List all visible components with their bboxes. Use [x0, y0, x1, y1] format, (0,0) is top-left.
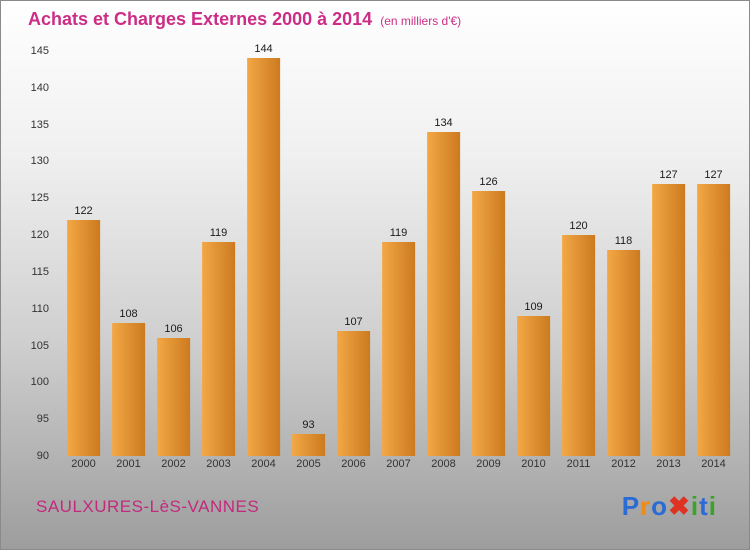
- y-tick-label: 110: [31, 302, 49, 315]
- bar-slot: 107: [331, 51, 376, 456]
- bar-value-label: 144: [254, 43, 273, 56]
- bar-value-label: 126: [479, 175, 498, 188]
- logo-letter: o: [651, 491, 669, 521]
- bar-value-label: 108: [119, 308, 138, 321]
- bar: [381, 242, 416, 456]
- bar-slot: 134: [421, 51, 466, 456]
- y-tick-label: 105: [30, 339, 49, 352]
- y-tick-label: 125: [30, 192, 49, 205]
- bar-slot: 126: [466, 51, 511, 456]
- logo-letter: i: [708, 491, 717, 521]
- y-tick-label: 95: [36, 413, 49, 426]
- x-tick-label: 2000: [71, 458, 96, 470]
- footer: SAULXURES-LèS-VANNES Pro✖iti: [1, 491, 749, 522]
- bar-value-label: 120: [569, 220, 588, 233]
- bar: [111, 323, 146, 456]
- bar-value-label: 118: [614, 234, 633, 247]
- y-tick-label: 100: [30, 376, 49, 389]
- y-tick-label: 140: [30, 81, 49, 94]
- bar: [606, 249, 641, 456]
- x-tick-label: 2014: [701, 458, 726, 470]
- x-tick-label: 2002: [161, 458, 186, 470]
- x-tick-label: 2008: [431, 458, 456, 470]
- logo-letter: r: [640, 491, 652, 521]
- bar: [651, 183, 686, 456]
- bar: [696, 183, 731, 456]
- bar: [291, 433, 326, 456]
- plot-area: 122 108 106 119 144 93 107 119 134 126 109 120 118 12…: [61, 43, 736, 456]
- bar: [426, 132, 461, 456]
- bar-value-label: 122: [74, 205, 93, 218]
- bar-slot: 106: [151, 51, 196, 456]
- bar-slot: 93: [286, 51, 331, 456]
- bar-slot: 109: [511, 51, 556, 456]
- commune-name: SAULXURES-LèS-VANNES: [36, 496, 260, 516]
- y-tick-label: 145: [30, 45, 49, 57]
- logo-letter: ✖: [668, 491, 691, 521]
- bar: [336, 330, 371, 456]
- bar: [471, 190, 506, 456]
- bar-slot: 118: [601, 51, 646, 456]
- y-tick-label: 90: [36, 450, 49, 462]
- logo-letter: i: [690, 491, 700, 521]
- x-tick-label: 2010: [521, 458, 546, 470]
- bar: [66, 220, 101, 456]
- x-tick-label: 2003: [206, 458, 231, 470]
- y-tick-label: 130: [30, 155, 49, 168]
- bar: [561, 235, 596, 456]
- x-tick-label: 2005: [296, 458, 321, 470]
- bar-value-label: 134: [434, 117, 453, 129]
- bar-slot: 119: [376, 51, 421, 456]
- bar-slot: 127: [691, 51, 736, 456]
- logo-letter: t: [699, 491, 709, 521]
- bar-value-label: 127: [704, 168, 723, 181]
- x-tick-label: 2004: [251, 458, 276, 470]
- bar-value-label: 106: [164, 323, 183, 336]
- x-tick-label: 2013: [656, 458, 681, 470]
- bar-slot: 108: [106, 51, 151, 456]
- bar-slot: 122: [61, 51, 106, 456]
- bar-slot: 127: [646, 51, 691, 456]
- bar: [156, 338, 191, 456]
- bar-value-label: 119: [389, 227, 408, 240]
- chart-subtitle: (en milliers d'€): [380, 14, 462, 28]
- y-tick-label: 135: [30, 118, 49, 131]
- x-axis-labels: 2000 2001 2002 2003 2004 2005 2006 2007 2008 2009…: [61, 458, 736, 470]
- y-tick-label: 120: [30, 229, 49, 242]
- x-tick-label: 2012: [611, 458, 636, 470]
- bar-value-label: 127: [659, 168, 678, 181]
- x-tick-label: 2007: [386, 458, 411, 470]
- bar: [516, 316, 551, 456]
- x-tick-label: 2006: [341, 458, 366, 470]
- bar-slot: 144: [241, 43, 286, 456]
- x-tick-label: 2001: [116, 458, 141, 470]
- bar: [246, 58, 281, 456]
- x-tick-label: 2009: [476, 458, 501, 470]
- y-axis: 90 95 100 105 110 115 120 125 130 135 140 145: [1, 45, 55, 462]
- proxiti-logo: Pro✖iti: [622, 491, 717, 522]
- bar-slot: 120: [556, 51, 601, 456]
- bar-value-label: 119: [209, 227, 228, 240]
- bar: [201, 242, 236, 456]
- bar-value-label: 93: [302, 418, 315, 431]
- bar-value-label: 107: [344, 315, 363, 328]
- bar-slot: 119: [196, 51, 241, 456]
- x-tick-label: 2011: [566, 458, 591, 470]
- bar-value-label: 109: [524, 301, 543, 314]
- logo-letter: P: [621, 491, 641, 521]
- y-tick-label: 115: [31, 265, 49, 278]
- chart-title: Achats et Charges Externes 2000 à 2014: [28, 9, 373, 29]
- chart-header: Achats et Charges Externes 2000 à 2014 (e…: [28, 9, 461, 30]
